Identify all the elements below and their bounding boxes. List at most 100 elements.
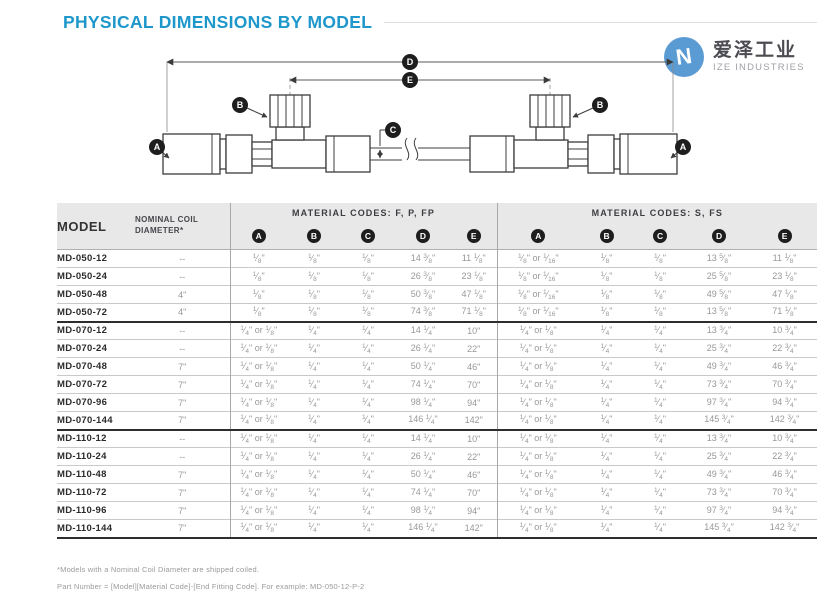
cell-model: MD-110-12	[57, 428, 135, 448]
cell-fpfp-b: 1⁄4"	[287, 411, 341, 430]
dim-col-e-badge: E	[777, 228, 792, 243]
cell-sfs-c: 1⁄4"	[634, 375, 687, 394]
table-row: MD-110-12 -- 1⁄4" or 1⁄8" 1⁄4" 1⁄4" 14 1⁄4" 10…	[57, 428, 818, 448]
cell-fpfp-e: 94"	[451, 393, 498, 412]
cell-coil: 7"	[135, 393, 230, 412]
cell-model: MD-050-24	[57, 267, 135, 286]
cell-fpfp-a: 1⁄8"	[229, 249, 287, 268]
cell-sfs-c: 1⁄4"	[634, 339, 687, 358]
cell-coil: 7"	[135, 465, 230, 484]
cell-coil: 4"	[135, 285, 230, 304]
cell-fpfp-a: 1⁄8"	[229, 267, 287, 286]
table-row: MD-050-12 -- 1⁄8" 1⁄8" 1⁄8" 14 3⁄8" 11 1⁄8" 1⁄8…	[57, 249, 818, 268]
cell-fpfp-e: 22"	[451, 447, 498, 466]
dim-label-a-right: A	[675, 139, 691, 155]
cell-fpfp-b: 1⁄8"	[287, 285, 341, 304]
cell-sfs-b: 1⁄4"	[579, 465, 635, 484]
table-body: MD-050-12 -- 1⁄8" 1⁄8" 1⁄8" 14 3⁄8" 11 1⁄8" 1⁄8…	[57, 249, 818, 539]
cell-fpfp-e: 11 1⁄8"	[451, 249, 498, 268]
cell-fpfp-c: 1⁄4"	[341, 428, 395, 448]
footnote-part-number: Part Number = [Model][Material Code]-[En…	[57, 582, 365, 591]
cell-fpfp-a: 1⁄4" or 1⁄8"	[229, 393, 287, 412]
group-header-sfs: MATERIAL CODES: S, FS	[496, 203, 818, 223]
cell-sfs-b: 1⁄8"	[579, 249, 635, 268]
cell-sfs-d: 73 3⁄4"	[686, 483, 753, 502]
cell-sfs-a: 1⁄4" or 1⁄8"	[496, 320, 580, 340]
cell-sfs-e: 46 3⁄4"	[752, 465, 818, 484]
cell-model: MD-070-12	[57, 320, 135, 340]
cell-sfs-c: 1⁄4"	[634, 519, 687, 539]
cell-model: MD-070-48	[57, 357, 135, 376]
cell-fpfp-a: 1⁄4" or 1⁄8"	[229, 501, 287, 520]
cell-sfs-d: 13 5⁄8"	[686, 249, 753, 268]
footnote-coil: *Models with a Nominal Coil Diameter are…	[57, 565, 260, 574]
cell-fpfp-a: 1⁄4" or 1⁄8"	[229, 375, 287, 394]
assembly-diagram: D E B B A A C	[149, 54, 691, 175]
dim-col-e-badge: E	[466, 228, 481, 243]
cell-sfs-a: 1⁄8" or 1⁄16"	[496, 267, 580, 286]
cell-sfs-c: 1⁄8"	[634, 267, 687, 286]
cell-sfs-b: 1⁄8"	[579, 303, 635, 322]
cell-fpfp-d: 74 1⁄4"	[395, 375, 451, 394]
cell-fpfp-c: 1⁄4"	[341, 501, 395, 520]
logo-text: 爱泽工业 IZE INDUSTRIES	[713, 40, 805, 73]
cell-sfs-b: 1⁄4"	[579, 501, 635, 520]
cell-fpfp-d: 50 1⁄4"	[395, 357, 451, 376]
cell-sfs-a: 1⁄8" or 1⁄16"	[496, 249, 580, 268]
cell-fpfp-a: 1⁄4" or 1⁄8"	[229, 411, 287, 430]
cell-fpfp-d: 98 1⁄4"	[395, 501, 451, 520]
cell-sfs-c: 1⁄4"	[634, 483, 687, 502]
cell-fpfp-e: 10"	[451, 320, 498, 340]
dimensions-table: MODEL NOMINAL COIL DIAMETER* MATERIAL CO…	[57, 203, 818, 539]
svg-text:B: B	[597, 100, 604, 110]
cell-fpfp-a: 1⁄4" or 1⁄8"	[229, 357, 287, 376]
cell-fpfp-e: 10"	[451, 428, 498, 448]
cell-fpfp-d: 14 3⁄8"	[395, 249, 451, 268]
dim-label-b-left: B	[232, 97, 248, 113]
cell-sfs-d: 25 3⁄4"	[686, 339, 753, 358]
cell-fpfp-b: 1⁄4"	[287, 428, 341, 448]
cell-fpfp-b: 1⁄8"	[287, 267, 341, 286]
cell-fpfp-c: 1⁄4"	[341, 393, 395, 412]
cell-fpfp-b: 1⁄4"	[287, 320, 341, 340]
cell-sfs-b: 1⁄4"	[579, 519, 635, 539]
cell-sfs-e: 10 3⁄4"	[752, 428, 818, 448]
cell-fpfp-a: 1⁄4" or 1⁄8"	[229, 519, 287, 539]
cell-sfs-b: 1⁄4"	[579, 483, 635, 502]
cell-model: MD-110-96	[57, 501, 135, 520]
dim-label-d: D	[402, 54, 418, 70]
cell-model: MD-070-72	[57, 375, 135, 394]
dim-col-d-badge: D	[416, 228, 430, 243]
cell-sfs-c: 1⁄4"	[634, 357, 687, 376]
cell-sfs-e: 70 3⁄4"	[752, 375, 818, 394]
cell-fpfp-c: 1⁄4"	[341, 357, 395, 376]
cell-fpfp-b: 1⁄8"	[287, 249, 341, 268]
dim-label-a-left: A	[149, 139, 165, 155]
cell-fpfp-a: 1⁄4" or 1⁄8"	[229, 483, 287, 502]
table-row: MD-070-96 7" 1⁄4" or 1⁄8" 1⁄4" 1⁄4" 98 1⁄4" 94…	[57, 393, 818, 412]
cell-sfs-e: 11 1⁄8"	[752, 249, 818, 268]
cell-sfs-e: 70 3⁄4"	[752, 483, 818, 502]
cell-sfs-c: 1⁄4"	[634, 465, 687, 484]
cell-fpfp-d: 14 1⁄4"	[395, 320, 451, 340]
logo-name-en: IZE INDUSTRIES	[713, 62, 805, 74]
cell-sfs-a: 1⁄4" or 1⁄8"	[496, 411, 580, 430]
cell-sfs-d: 97 3⁄4"	[686, 393, 753, 412]
table-row: MD-110-24 -- 1⁄4" or 1⁄8" 1⁄4" 1⁄4" 26 1⁄4" 22…	[57, 447, 818, 466]
cell-sfs-c: 1⁄4"	[634, 501, 687, 520]
cell-fpfp-c: 1⁄8"	[341, 303, 395, 322]
cell-fpfp-e: 94"	[451, 501, 498, 520]
dim-label-b-right: B	[592, 97, 608, 113]
cell-sfs-e: 94 3⁄4"	[752, 393, 818, 412]
cell-model: MD-110-144	[57, 519, 135, 539]
cell-model: MD-050-12	[57, 249, 135, 268]
cell-sfs-c: 1⁄4"	[634, 447, 687, 466]
cell-fpfp-e: 71 1⁄8"	[451, 303, 498, 322]
svg-text:A: A	[680, 142, 687, 152]
cell-sfs-a: 1⁄4" or 1⁄8"	[496, 501, 580, 520]
cell-fpfp-b: 1⁄4"	[287, 375, 341, 394]
cell-coil: --	[135, 447, 230, 466]
cell-sfs-a: 1⁄4" or 1⁄8"	[496, 519, 580, 539]
cell-sfs-d: 13 3⁄4"	[686, 428, 753, 448]
cell-sfs-a: 1⁄4" or 1⁄8"	[496, 339, 580, 358]
